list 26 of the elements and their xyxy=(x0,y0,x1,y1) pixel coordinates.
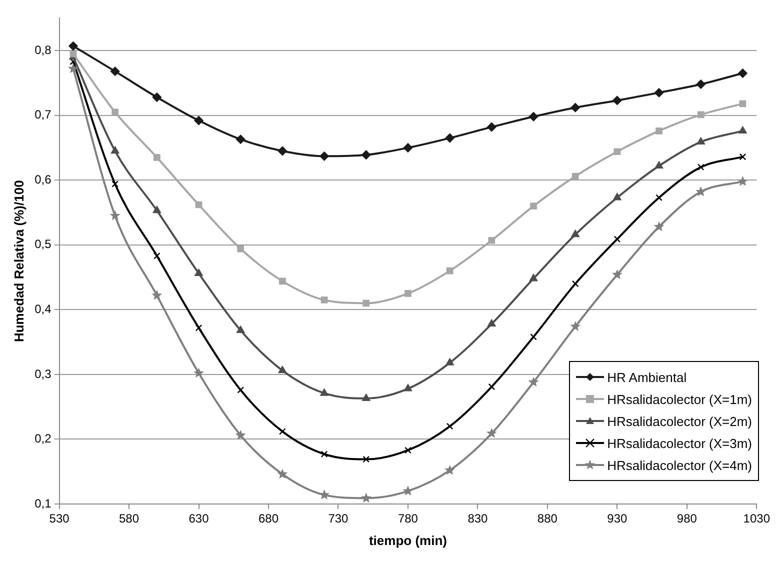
y-tick-label: 0,7 xyxy=(34,108,52,122)
y-axis-title: Humedad Relativa (%)/100 xyxy=(11,180,26,342)
x-tick-label: 930 xyxy=(607,512,628,526)
y-tick-label: 0,8 xyxy=(34,42,52,57)
y-tick-label: 0,3 xyxy=(34,366,52,381)
legend-label: HRsalidacolector (X=3m) xyxy=(607,436,752,450)
x-tick-label: 530 xyxy=(49,512,70,526)
x-tick-label: 830 xyxy=(468,512,488,526)
y-tick-label: 0,5 xyxy=(34,237,52,252)
legend-label: HR Ambiental xyxy=(607,370,687,384)
y-tick-label: 0,1 xyxy=(34,496,52,510)
x-axis-title: tiempo (min) xyxy=(368,532,447,548)
x-tick-label: 880 xyxy=(537,512,558,526)
x-tick-label: 580 xyxy=(119,512,140,526)
x-tick-label: 730 xyxy=(328,512,349,526)
x-tick-label: 1030 xyxy=(743,512,770,526)
x-tick-label: 630 xyxy=(188,512,210,526)
legend-label: HRsalidacolector (X=4m) xyxy=(607,458,752,472)
legend-label: HRsalidacolector (X=1m) xyxy=(607,392,752,406)
y-tick-label: 0,2 xyxy=(34,432,52,446)
legend-label: HRsalidacolector (X=2m) xyxy=(607,414,752,428)
x-tick-label: 680 xyxy=(258,512,279,526)
x-tick-label: 980 xyxy=(676,512,698,526)
y-tick-label: 0,6 xyxy=(34,172,52,186)
x-tick-label: 780 xyxy=(398,512,418,526)
y-tick-label: 0,4 xyxy=(34,302,52,316)
